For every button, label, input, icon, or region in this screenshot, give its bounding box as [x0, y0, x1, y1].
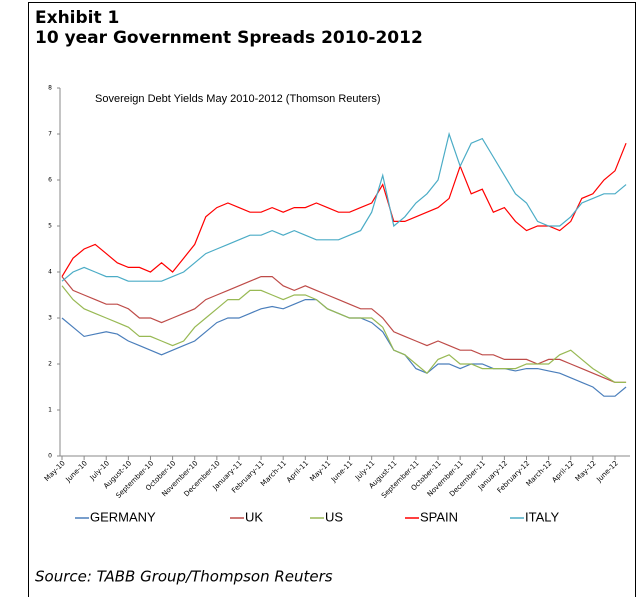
- frame: [28, 2, 636, 601]
- chart-subtitle: Sovereign Debt Yields May 2010-2012 (Tho…: [95, 93, 381, 105]
- legend-label: GERMANY: [90, 509, 156, 524]
- y-tick-label: 0: [48, 453, 52, 460]
- y-tick-label: 2: [48, 361, 52, 368]
- source: Source: TABB Group/Thompson Reuters: [35, 568, 333, 586]
- y-tick-label: 3: [48, 315, 52, 322]
- y-tick-label: 7: [48, 131, 52, 138]
- legend-label: UK: [245, 509, 263, 524]
- y-tick-label: 8: [48, 85, 52, 92]
- y-tick-label: 4: [48, 269, 52, 276]
- series-line: [61, 285, 627, 383]
- y-tick-label: 6: [48, 177, 52, 184]
- y-tick-label: 5: [48, 223, 52, 230]
- legend-label: ITALY: [525, 509, 560, 524]
- legend-label: SPAIN: [420, 509, 458, 524]
- series-line: [61, 276, 627, 383]
- exhibit-label: Exhibit 1: [35, 8, 119, 28]
- series-line: [61, 131, 627, 282]
- chart-title: 10 year Government Spreads 2010-2012: [35, 28, 423, 48]
- legend-label: US: [325, 509, 343, 524]
- y-tick-label: 1: [48, 407, 52, 414]
- series-line: [61, 142, 627, 277]
